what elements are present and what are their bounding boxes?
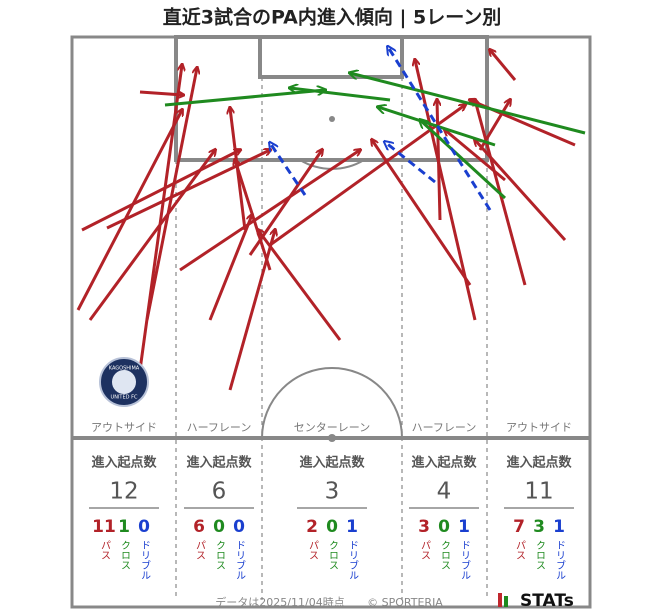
dribble-count: 0: [138, 517, 150, 537]
dribble-count: 1: [553, 517, 565, 537]
logo: STATs: [520, 591, 574, 611]
count-label: 進入起点数: [299, 455, 365, 471]
pass-count: 3: [418, 517, 430, 537]
pass-label: パス: [419, 540, 431, 560]
pass-label: パス: [307, 540, 319, 560]
pitch: [70, 35, 592, 609]
team-badge: KAGOSHIMA UNITED FC: [99, 357, 149, 407]
pass-label: パス: [514, 540, 526, 560]
cross-arrows: [164, 73, 586, 200]
dribble-count: 0: [233, 517, 245, 537]
dribble-count: 1: [458, 517, 470, 537]
dribble-arrows: [270, 47, 492, 211]
cross-count: 0: [326, 517, 338, 537]
cross-label: クロス: [439, 540, 450, 570]
dribble-label: ドリブル: [459, 540, 471, 580]
pass-count: 11: [92, 517, 116, 537]
lane-name: ハーフレーン: [412, 421, 477, 434]
count-label: 進入起点数: [506, 455, 572, 471]
lane-name: ハーフレーン: [187, 421, 252, 434]
pass-label: パス: [99, 540, 111, 560]
cross-label: クロス: [119, 540, 130, 570]
dribble-label: ドリブル: [554, 540, 566, 580]
lane-name: アウトサイド: [91, 421, 157, 434]
pass-label: パス: [194, 540, 206, 560]
dribble-label: ドリブル: [234, 540, 246, 580]
total: 11: [524, 479, 553, 505]
cross-label: クロス: [327, 540, 338, 570]
dribble-label: ドリブル: [347, 540, 359, 580]
cross-label: クロス: [214, 540, 225, 570]
total: 6: [212, 479, 227, 505]
pass-arrows: [76, 50, 576, 391]
dribble-label: ドリブル: [139, 540, 151, 580]
cross-count: 1: [118, 517, 130, 537]
copyright: © SPORTERIA: [367, 596, 443, 609]
count-label: 進入起点数: [411, 455, 477, 471]
pass-count: 2: [306, 517, 318, 537]
cross-label: クロス: [534, 540, 545, 570]
total: 12: [109, 479, 138, 505]
cross-count: 3: [533, 517, 545, 537]
logo-mark: [498, 593, 502, 607]
pass-count: 6: [193, 517, 205, 537]
lane-stats: アウトサイド進入起点数1211パス1クロス0ドリブルハーフレーン進入起点数66パ…: [89, 421, 574, 580]
dribble-count: 1: [346, 517, 358, 537]
pass-count: 7: [513, 517, 525, 537]
total: 3: [325, 479, 340, 505]
count-label: 進入起点数: [91, 455, 157, 471]
title: 直近3試合のPA内進入傾向 | 5レーン別: [163, 6, 502, 29]
badge-bottom: UNITED FC: [111, 395, 138, 401]
footer: データは2025/11/04時点: [215, 595, 344, 609]
logo-mark: [504, 596, 508, 607]
count-label: 進入起点数: [186, 455, 252, 471]
cross-count: 0: [213, 517, 225, 537]
lane-name: センターレーン: [294, 421, 370, 434]
badge-top: KAGOSHIMA: [109, 366, 140, 372]
total: 4: [437, 479, 452, 505]
cross-count: 0: [438, 517, 450, 537]
lane-name: アウトサイド: [506, 421, 572, 434]
